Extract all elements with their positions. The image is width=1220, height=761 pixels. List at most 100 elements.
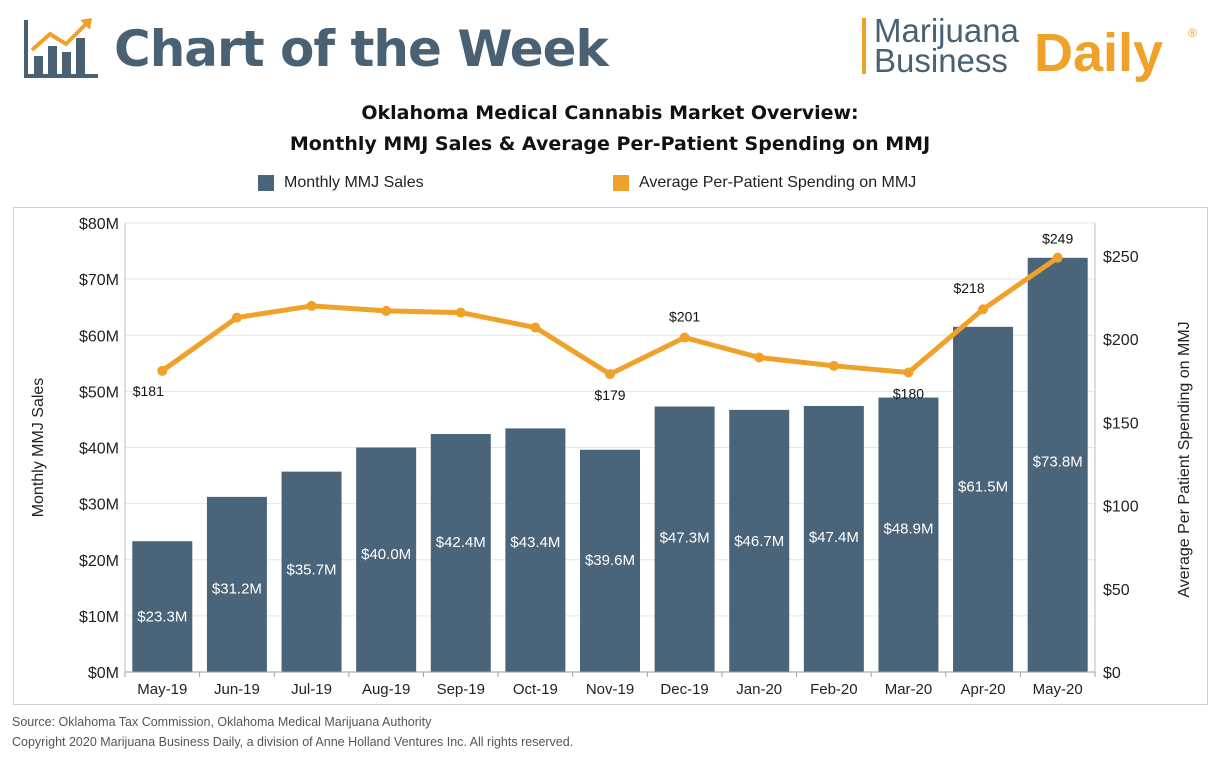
chart-svg: $0M $10M $20M $30M $40M $50M $60M $70M $80M $0 $50… [13, 207, 1208, 705]
bar [1027, 257, 1088, 672]
x-tick-label: Oct-19 [513, 681, 558, 698]
line-data-label: $201 [669, 309, 700, 325]
bar [430, 434, 491, 672]
line-point [231, 312, 242, 323]
bar [281, 471, 342, 672]
bar-data-label: $23.3M [137, 608, 187, 625]
y-tick-label: $0M [88, 665, 119, 682]
x-tick-label: Nov-19 [586, 681, 634, 698]
line-point [455, 307, 466, 318]
bar [803, 405, 864, 672]
bar [505, 428, 566, 672]
line-point [1052, 252, 1063, 263]
line-point [828, 360, 839, 371]
x-tick-label: Dec-19 [660, 681, 708, 698]
chart-area: $0M $10M $20M $30M $40M $50M $60M $70M $80M $0 $50… [13, 207, 1208, 705]
copyright-note: Copyright 2020 Marijuana Business Daily,… [12, 735, 574, 749]
y-tick-label: $10M [79, 609, 119, 626]
legend-swatch-spending [613, 175, 629, 191]
x-tick-label: Aug-19 [362, 681, 410, 698]
y-tick-label: $70M [79, 272, 119, 289]
legend-item-sales: Monthly MMJ Sales [258, 170, 424, 196]
bar-chart-trend-icon [24, 18, 98, 78]
line-point [754, 352, 765, 363]
bar-data-label: $73.8M [1033, 454, 1083, 471]
chart-legend: Monthly MMJ Sales Average Per-Patient Sp… [0, 170, 1220, 196]
bar [580, 449, 640, 672]
line-point [978, 304, 989, 315]
bar-data-label: $47.3M [660, 530, 710, 547]
x-tick-label: May-20 [1033, 681, 1083, 698]
legend-label-sales: Monthly MMJ Sales [284, 174, 424, 191]
brand-daily: Daily [1034, 23, 1164, 83]
bar [206, 496, 267, 672]
x-tick-label: Mar-20 [885, 681, 933, 698]
bar [953, 326, 1014, 672]
line-point [605, 369, 615, 380]
line-series-spending [159, 255, 1061, 377]
chart-border [13, 207, 1208, 705]
brand-logo: Marijuana Business Daily ® [862, 14, 1202, 86]
line-data-label: $179 [594, 387, 625, 403]
y-tick-label: $50M [79, 384, 119, 401]
y2-tick-label: $200 [1103, 332, 1139, 349]
bar [878, 397, 939, 672]
y2-tick-label: $50 [1103, 582, 1130, 599]
brand-line-2: Business [874, 42, 1008, 79]
line-data-label: $181 [133, 383, 164, 399]
y-tick-label: $80M [79, 216, 119, 233]
bar-data-label: $43.4M [510, 534, 560, 551]
line-point [679, 332, 690, 343]
legend-item-spending: Average Per-Patient Spending on MMJ [613, 170, 916, 196]
x-tick-label: Jan-20 [736, 681, 782, 698]
chart-title-line-2: Monthly MMJ Sales & Average Per-Patient … [289, 133, 931, 155]
page-title: Chart of the Week [114, 20, 609, 78]
line-data-label: $249 [1042, 231, 1073, 247]
y-axis-title: Monthly MMJ Sales [30, 378, 47, 518]
line-point [530, 322, 541, 333]
bar-data-label: $47.4M [809, 529, 859, 546]
line-data-label: $218 [953, 280, 984, 296]
chart-title-line-1: Oklahoma Medical Cannabis Market Overvie… [361, 102, 859, 124]
legend-swatch-sales [258, 175, 274, 191]
line-point [306, 300, 317, 311]
y-tick-label: $20M [79, 553, 119, 570]
x-tick-label: Jul-19 [291, 681, 332, 698]
y2-tick-label: $0 [1103, 665, 1121, 682]
y2-axis-title: Average Per Patient Spending on MMJ [1176, 321, 1193, 597]
x-tick-label: Sep-19 [437, 681, 485, 698]
footer: Source: Oklahoma Tax Commission, Oklahom… [12, 712, 573, 752]
x-tick-label: Feb-20 [810, 681, 858, 698]
source-note: Source: Oklahoma Tax Commission, Oklahom… [12, 715, 432, 729]
bar-data-label: $42.4M [436, 534, 486, 551]
y-tick-label: $40M [79, 441, 119, 458]
y2-tick-label: $100 [1103, 499, 1139, 516]
bar [356, 447, 417, 672]
header: Chart of the Week Marijuana Business Dai… [0, 0, 1220, 90]
x-tick-label: Jun-19 [214, 681, 260, 698]
bar [132, 541, 193, 672]
y2-tick-label: $150 [1103, 415, 1139, 432]
x-tick-label: Apr-20 [961, 681, 1006, 698]
y2-tick-label: $250 [1103, 249, 1139, 266]
bar [654, 406, 715, 672]
bar-data-label: $48.9M [883, 521, 933, 538]
bar [729, 409, 790, 672]
brand-accent-bar [862, 18, 866, 74]
bar-data-label: $31.2M [212, 580, 262, 597]
y-tick-label: $60M [79, 328, 119, 345]
chart-title: Oklahoma Medical Cannabis Market Overvie… [0, 98, 1220, 160]
brand-line-1: Marijuana [874, 12, 1019, 49]
line-point [381, 305, 392, 316]
bar-data-label: $35.7M [287, 561, 337, 578]
legend-label-spending: Average Per-Patient Spending on MMJ [639, 174, 917, 191]
x-tick-label: May-19 [137, 681, 187, 698]
bar-data-label: $40.0M [361, 546, 411, 563]
line-point [157, 365, 168, 376]
bar-data-label: $39.6M [585, 552, 635, 569]
y-tick-label: $30M [79, 497, 119, 514]
brand-registered-mark: ® [1188, 26, 1197, 40]
line-data-label: $180 [893, 385, 924, 401]
line-point [903, 367, 914, 378]
bar-data-label: $61.5M [958, 478, 1008, 495]
